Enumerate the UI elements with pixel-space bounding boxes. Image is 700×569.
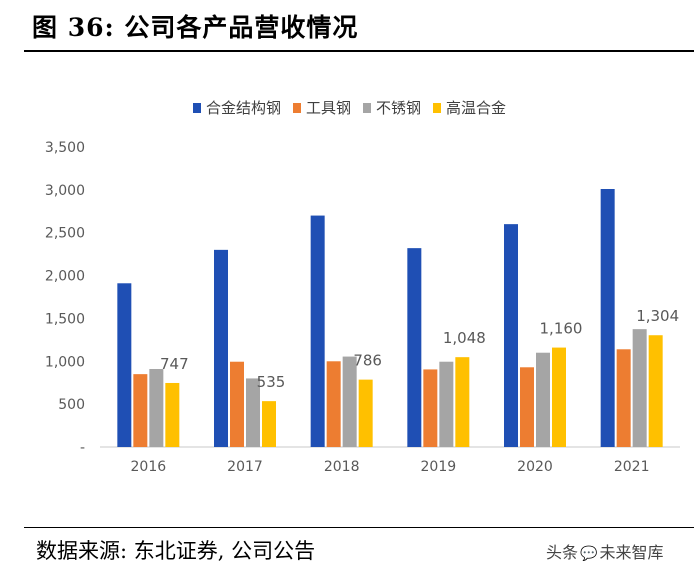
y-tick-label: 1,500 (45, 311, 85, 327)
bar-2017-series-0 (214, 249, 228, 447)
bar-2017-series-3 (262, 401, 276, 447)
bar-2020-series-0 (504, 224, 518, 447)
y-tick-label: - (80, 440, 85, 456)
x-tick-label: 2020 (517, 459, 553, 475)
legend-swatch-2 (363, 103, 371, 113)
watermark-prefix: 头条 (546, 543, 579, 562)
x-tick-label: 2017 (227, 459, 263, 475)
bar-2019-series-0 (407, 248, 422, 447)
top-rule (24, 50, 694, 52)
x-tick-label: 2021 (614, 459, 650, 475)
x-tick-label: 2016 (131, 459, 167, 475)
bar-2020-series-3 (552, 347, 566, 447)
x-tick-label: 2018 (324, 459, 360, 475)
x-tick-label: 2019 (421, 459, 457, 475)
bar-2021-series-1 (616, 349, 631, 447)
y-tick-label: 2,500 (45, 226, 85, 242)
bar-2019-series-3 (455, 357, 470, 447)
legend-swatch-1 (293, 103, 301, 113)
data-label: 535 (257, 373, 286, 391)
bar-2016-series-0 (117, 283, 132, 447)
watermark: 头条 💬 未来智库 (546, 539, 663, 563)
bar-2021-series-3 (648, 335, 663, 447)
y-tick-label: 3,000 (45, 183, 85, 199)
y-tick-label: 500 (58, 397, 85, 413)
y-tick-label: 3,500 (45, 140, 85, 156)
data-source-note: 数据来源: 东北证券, 公司公告 (36, 539, 316, 563)
legend-label-0: 合金结构钢 (206, 99, 281, 117)
watermark-name: 未来智库 (599, 543, 664, 562)
chat-bubble-icon: 💬 (580, 546, 598, 562)
bar-2021-series-2 (632, 329, 647, 447)
bar-2020-series-1 (520, 367, 534, 447)
bar-2016-series-2 (149, 369, 164, 447)
bar-2018-series-3 (358, 379, 373, 447)
y-tick-label: 1,000 (45, 354, 85, 370)
bar-2019-series-2 (439, 361, 454, 447)
bar-2017-series-2 (246, 378, 260, 447)
bar-2020-series-2 (536, 352, 550, 447)
bar-2021-series-0 (600, 189, 615, 447)
legend-swatch-0 (193, 103, 201, 113)
data-label: 1,304 (636, 307, 679, 325)
legend-label-1: 工具钢 (306, 99, 351, 117)
legend-label-3: 高温合金 (446, 99, 506, 117)
figure-title: 图 36: 公司各产品营收情况 (32, 13, 359, 42)
bar-2017-series-1 (230, 361, 244, 447)
legend-swatch-3 (433, 103, 441, 113)
data-label: 1,160 (540, 320, 583, 338)
bar-2019-series-1 (423, 369, 438, 447)
bar-2018-series-2 (342, 356, 357, 447)
legend-label-2: 不锈钢 (376, 99, 421, 117)
bar-2018-series-0 (310, 215, 325, 447)
bottom-rule (24, 527, 694, 528)
bar-2016-series-1 (133, 374, 148, 447)
data-label: 1,048 (443, 329, 486, 347)
y-tick-label: 2,000 (45, 269, 85, 285)
bar-2016-series-3 (165, 382, 180, 447)
data-label: 786 (353, 352, 382, 370)
data-label: 747 (160, 355, 189, 373)
bar-2018-series-1 (326, 361, 341, 447)
revenue-bar-chart: - 500 1,000 1,500 2,000 2,500 3,000 3,500 2016 20… (45, 99, 680, 475)
